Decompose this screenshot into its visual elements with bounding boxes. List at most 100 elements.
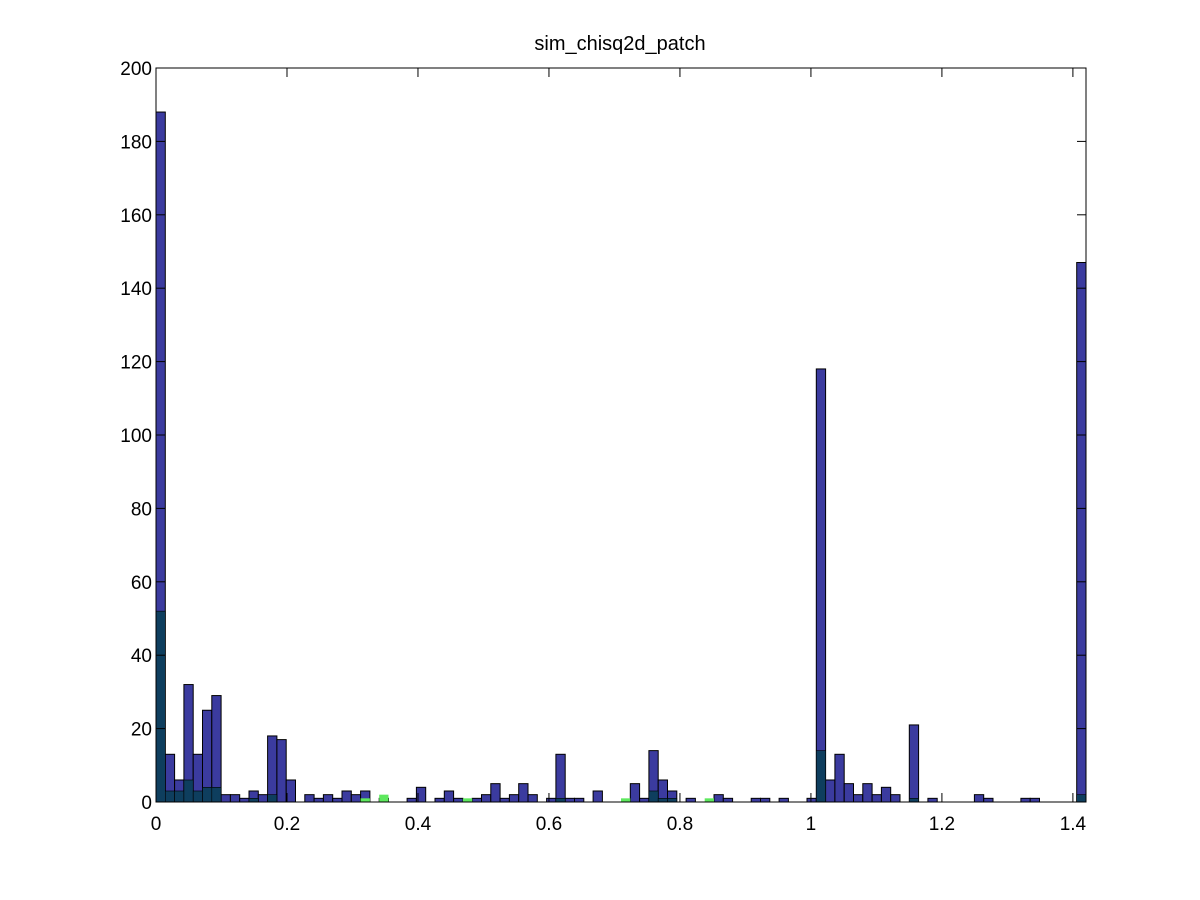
histogram-bar-s1-10 [648, 790, 659, 803]
histogram-bar-s0-26 [443, 790, 455, 803]
histogram-bar-s0-46 [713, 794, 724, 803]
histogram-bar-s0-57 [862, 783, 873, 803]
histogram-bar-s0-12 [267, 735, 278, 803]
histogram-bar-s0-35 [546, 797, 557, 803]
x-tick-label-6: 1.2 [929, 814, 955, 835]
histogram-bar-s0-38 [574, 797, 585, 803]
histogram-bar-s0-41 [639, 797, 650, 803]
bars-layer [155, 111, 1087, 803]
histogram-bar-s0-66 [1029, 797, 1040, 803]
histogram-bar-s1-1 [165, 790, 175, 803]
histogram-bar-s0-54 [834, 753, 845, 803]
histogram-bar-s0-62 [927, 797, 938, 803]
x-tick-label-4: 0.8 [667, 814, 693, 835]
plot-frame [155, 67, 1087, 803]
histogram-bar-s1-2 [174, 790, 185, 803]
histogram-bar-s0-28 [471, 797, 483, 803]
axes-layer: 0 0.2 0.4 0.6 0.8 1 1.2 1.4 0 20 40 60 80 100 120 140 16… [120, 59, 1086, 835]
histogram-bar-s1-7 [267, 794, 278, 803]
histogram-bar-s2-4 [704, 798, 714, 802]
y-tick-label-8: 160 [120, 206, 152, 227]
histogram-bar-s0-29 [481, 794, 492, 803]
y-tick-label-2: 40 [131, 646, 152, 667]
histogram-bar-s0-17 [322, 794, 334, 803]
histogram-bar-s0-30 [490, 783, 501, 803]
histogram-bar-s0-31 [499, 797, 510, 803]
histogram-bar-s1-5 [202, 787, 213, 803]
histogram-bar-s1-12 [667, 798, 678, 803]
histogram-bar-s0-56 [853, 794, 864, 803]
histogram-bar-s0-13 [276, 739, 287, 803]
histogram-bar-s1-15 [1076, 794, 1087, 803]
histogram-bar-s0-65 [1020, 797, 1031, 803]
histogram-bar-s0-55 [843, 783, 855, 803]
histogram-bar-s0-61 [908, 724, 920, 803]
histogram-bar-s2-3 [621, 798, 631, 802]
histogram-bar-s0-19 [341, 790, 352, 803]
histogram-bar-s0-37 [564, 797, 576, 803]
histogram-bar-s1-4 [192, 790, 203, 803]
histogram-bar-s0-49 [760, 797, 771, 803]
histogram-bar-s2-2 [462, 798, 473, 802]
x-tick-label-0: 0 [151, 814, 162, 835]
histogram-bar-s0-33 [518, 783, 529, 803]
histogram-bar-s0-25 [434, 797, 445, 803]
histogram-bar-s1-3 [183, 779, 194, 803]
x-tick-label-3: 0.6 [536, 814, 562, 835]
histogram-bar-s1-11 [657, 798, 668, 803]
histogram-bar-s1-0 [155, 610, 166, 803]
histogram-bar-s1-9 [555, 798, 566, 803]
histogram-bar-s0-40 [629, 783, 641, 803]
histogram-bar-s0-47 [722, 797, 734, 803]
histogram-bar-s0-51 [806, 797, 817, 803]
x-tick-label-1: 0.2 [274, 814, 300, 835]
y-tick-label-3: 60 [131, 573, 152, 594]
histogram-bar-s0-63 [973, 794, 985, 803]
x-tick-label-7: 1.4 [1060, 814, 1087, 835]
histogram-bar-s0-52 [815, 368, 827, 803]
histogram-bar-s0-45 [685, 797, 696, 803]
histogram-bar-s0-59 [880, 786, 892, 803]
histogram-bar-s2-0 [379, 794, 389, 802]
histogram-bar-s0-6 [211, 695, 222, 803]
y-tick-label-1: 20 [131, 720, 152, 741]
histogram-bar-s0-15 [304, 794, 315, 803]
y-tick-label-0: 0 [141, 793, 152, 814]
x-tick-label-5: 1 [806, 814, 817, 835]
histogram-bar-s0-36 [555, 753, 566, 803]
y-tick-label-4: 80 [131, 499, 152, 520]
histogram-bar-s0-64 [983, 797, 994, 803]
histogram-bar-s1-6 [211, 787, 222, 803]
x-tick-label-2: 0.4 [405, 814, 432, 835]
histogram-bar-s1-8 [248, 798, 259, 803]
histogram-bar-s0-16 [313, 797, 324, 803]
histogram-bar-s2-1 [360, 798, 370, 802]
histogram-bar-s0-8 [229, 794, 241, 803]
y-tick-label-7: 140 [120, 279, 152, 300]
histogram-bar-s1-13 [815, 750, 826, 803]
histogram-bar-s0-48 [750, 797, 762, 803]
histogram-bar-s0-53 [825, 779, 836, 803]
histogram-bar-s0-60 [890, 794, 901, 803]
histogram-bar-s0-14 [285, 779, 297, 803]
y-tick-label-10: 200 [120, 59, 152, 80]
histogram-bar-s0-11 [257, 794, 269, 803]
histogram-bar-s0-23 [406, 797, 417, 803]
y-tick-label-5: 100 [120, 426, 152, 447]
y-tick-label-9: 180 [120, 132, 152, 153]
histogram-bar-s0-50 [778, 797, 789, 803]
histogram-bar-s0-9 [239, 797, 250, 803]
histogram-bar-s0-32 [508, 794, 520, 803]
histogram-bar-s1-14 [908, 798, 919, 803]
histogram-bar-s0-39 [592, 790, 603, 803]
chart-title: sim_chisq2d_patch [534, 33, 705, 55]
histogram-bar-s0-18 [332, 797, 343, 803]
histogram-bar-s0-27 [453, 797, 464, 803]
histogram-bar-s0-67 [1076, 262, 1087, 803]
histogram-bar-s0-34 [527, 794, 538, 803]
histogram-bar-s0-20 [350, 794, 362, 803]
y-tick-label-6: 120 [120, 353, 152, 374]
histogram-bar-s0-58 [871, 794, 882, 803]
histogram-bar-s0-7 [220, 794, 231, 803]
